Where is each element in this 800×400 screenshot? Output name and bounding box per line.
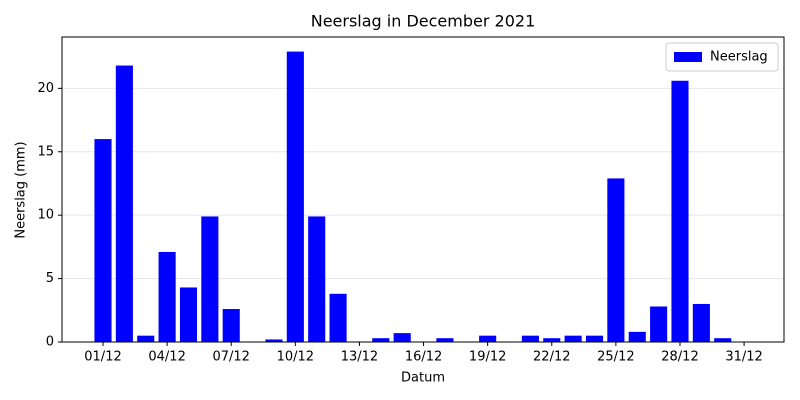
bar — [158, 251, 176, 342]
bar — [628, 331, 646, 342]
y-tick-label: 20 — [37, 81, 54, 96]
legend-swatch — [674, 52, 702, 62]
x-tick-label: 25/12 — [597, 350, 634, 365]
y-tick-label: 15 — [37, 144, 54, 159]
x-tick-label: 04/12 — [148, 350, 185, 365]
bar — [265, 339, 283, 342]
bar — [714, 338, 732, 342]
bar — [115, 65, 133, 342]
bar — [179, 287, 198, 342]
bar — [94, 139, 112, 342]
bar — [607, 178, 625, 342]
x-tick-label: 22/12 — [533, 350, 570, 365]
bar — [650, 306, 668, 342]
x-axis-label: Datum — [401, 371, 445, 386]
bar — [329, 293, 347, 342]
bar — [543, 338, 561, 342]
bar — [671, 80, 689, 343]
legend-label: Neerslag — [710, 50, 768, 65]
y-tick-label: 5 — [46, 271, 54, 286]
y-tick-label: 0 — [46, 335, 54, 350]
bar — [222, 309, 240, 342]
bar — [372, 338, 390, 342]
bar — [137, 335, 155, 342]
bar — [393, 333, 411, 342]
x-tick-label: 07/12 — [212, 350, 249, 365]
bar — [692, 303, 710, 342]
x-tick-label: 19/12 — [469, 350, 506, 365]
legend-box — [665, 42, 779, 72]
bar — [308, 216, 326, 342]
bar — [436, 338, 454, 342]
x-tick-label: 31/12 — [725, 350, 762, 365]
axes-frame — [61, 36, 785, 343]
bar — [479, 335, 497, 342]
bar — [564, 335, 582, 342]
bar — [286, 51, 304, 342]
chart-title: Neerslag in December 2021 — [311, 12, 536, 31]
y-tick-label: 10 — [37, 208, 54, 223]
bar — [201, 216, 219, 342]
bar — [521, 335, 539, 342]
x-tick-label: 16/12 — [405, 350, 442, 365]
x-tick-label: 10/12 — [277, 350, 314, 365]
x-tick-label: 01/12 — [84, 350, 121, 365]
bar — [585, 335, 604, 342]
y-axis-label: Neerslag (mm) — [14, 141, 29, 238]
x-tick-label: 13/12 — [341, 350, 378, 365]
x-tick-label: 28/12 — [661, 350, 698, 365]
